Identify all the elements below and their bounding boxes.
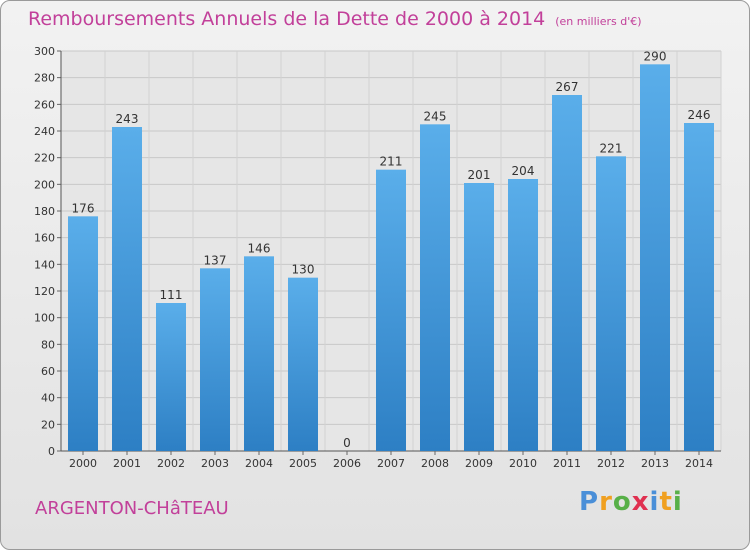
y-tick-label: 60 <box>41 365 55 378</box>
bar-value-label: 176 <box>72 201 95 215</box>
y-tick-label: 220 <box>34 152 55 165</box>
bar <box>684 123 714 451</box>
x-tick-label: 2003 <box>201 457 229 470</box>
bar-value-label: 267 <box>556 80 579 94</box>
x-tick-label: 2004 <box>245 457 273 470</box>
title-unit: (en milliers d'€) <box>555 15 642 28</box>
bar-value-label: 246 <box>688 108 711 122</box>
bar <box>552 95 582 451</box>
x-tick-label: 2012 <box>597 457 625 470</box>
y-tick-label: 0 <box>48 445 55 458</box>
x-tick-label: 2010 <box>509 457 537 470</box>
x-tick-label: 2000 <box>69 457 97 470</box>
bar <box>288 277 318 451</box>
x-tick-label: 2002 <box>157 457 185 470</box>
x-tick-label: 2001 <box>113 457 141 470</box>
bar <box>200 268 230 451</box>
bars <box>68 64 714 452</box>
y-tick-label: 80 <box>41 338 55 351</box>
bar-value-label: 137 <box>204 253 227 267</box>
bar-value-label: 0 <box>343 436 351 450</box>
x-tick-label: 2005 <box>289 457 317 470</box>
bar <box>596 156 626 452</box>
logo-letter: x <box>631 487 650 517</box>
x-tick-label: 2009 <box>465 457 493 470</box>
logo-letter: i <box>649 487 660 517</box>
axes: 0204060801001201401601802002202402602803… <box>34 45 721 470</box>
bar <box>508 179 538 451</box>
bar <box>376 169 406 451</box>
y-tick-label: 180 <box>34 205 55 218</box>
bar <box>68 216 98 451</box>
bar <box>112 127 142 451</box>
proxiti-logo: Proxiti <box>579 487 683 517</box>
logo-letter: t <box>659 487 673 517</box>
chart-title: Remboursements Annuels de la Dette de 20… <box>28 8 642 30</box>
title-text: Remboursements Annuels de la Dette de 20… <box>28 8 546 30</box>
commune-name: ARGENTON-CHâTEAU <box>35 498 229 519</box>
bar-value-label: 201 <box>468 168 491 182</box>
x-tick-label: 2013 <box>641 457 669 470</box>
bar-value-label: 245 <box>424 109 447 123</box>
x-tick-label: 2011 <box>553 457 581 470</box>
bar <box>464 183 494 451</box>
logo-letter: r <box>599 487 613 517</box>
y-tick-label: 120 <box>34 285 55 298</box>
bar-value-label: 146 <box>248 241 271 255</box>
logo-letter: o <box>612 487 632 517</box>
bar-value-label: 130 <box>292 263 315 277</box>
y-tick-label: 20 <box>41 418 55 431</box>
logo-letter: i <box>672 487 683 517</box>
bar <box>420 124 450 451</box>
bar-value-label: 211 <box>380 155 403 169</box>
y-tick-label: 140 <box>34 258 55 271</box>
y-tick-label: 260 <box>34 98 55 111</box>
y-tick-label: 160 <box>34 232 55 245</box>
bar-value-label: 111 <box>160 288 183 302</box>
bar <box>244 256 274 451</box>
bar <box>640 64 670 452</box>
y-tick-label: 200 <box>34 178 55 191</box>
bar-value-label: 290 <box>644 49 667 63</box>
labels: 176 243 111 137 146 130 0 211 245 201 204 267 221 290… <box>72 49 711 450</box>
y-tick-label: 40 <box>41 392 55 405</box>
bar-value-label: 204 <box>512 164 535 178</box>
bar <box>156 303 186 451</box>
x-tick-label: 2007 <box>377 457 405 470</box>
x-tick-label: 2014 <box>685 457 713 470</box>
bar-value-label: 243 <box>116 112 139 126</box>
logo-letter: P <box>579 487 600 517</box>
bar-value-label: 221 <box>600 141 623 155</box>
y-tick-label: 300 <box>34 45 55 58</box>
x-tick-label: 2006 <box>333 457 361 470</box>
y-tick-label: 280 <box>34 72 55 85</box>
y-tick-label: 100 <box>34 312 55 325</box>
x-tick-label: 2008 <box>421 457 449 470</box>
y-tick-label: 240 <box>34 125 55 138</box>
